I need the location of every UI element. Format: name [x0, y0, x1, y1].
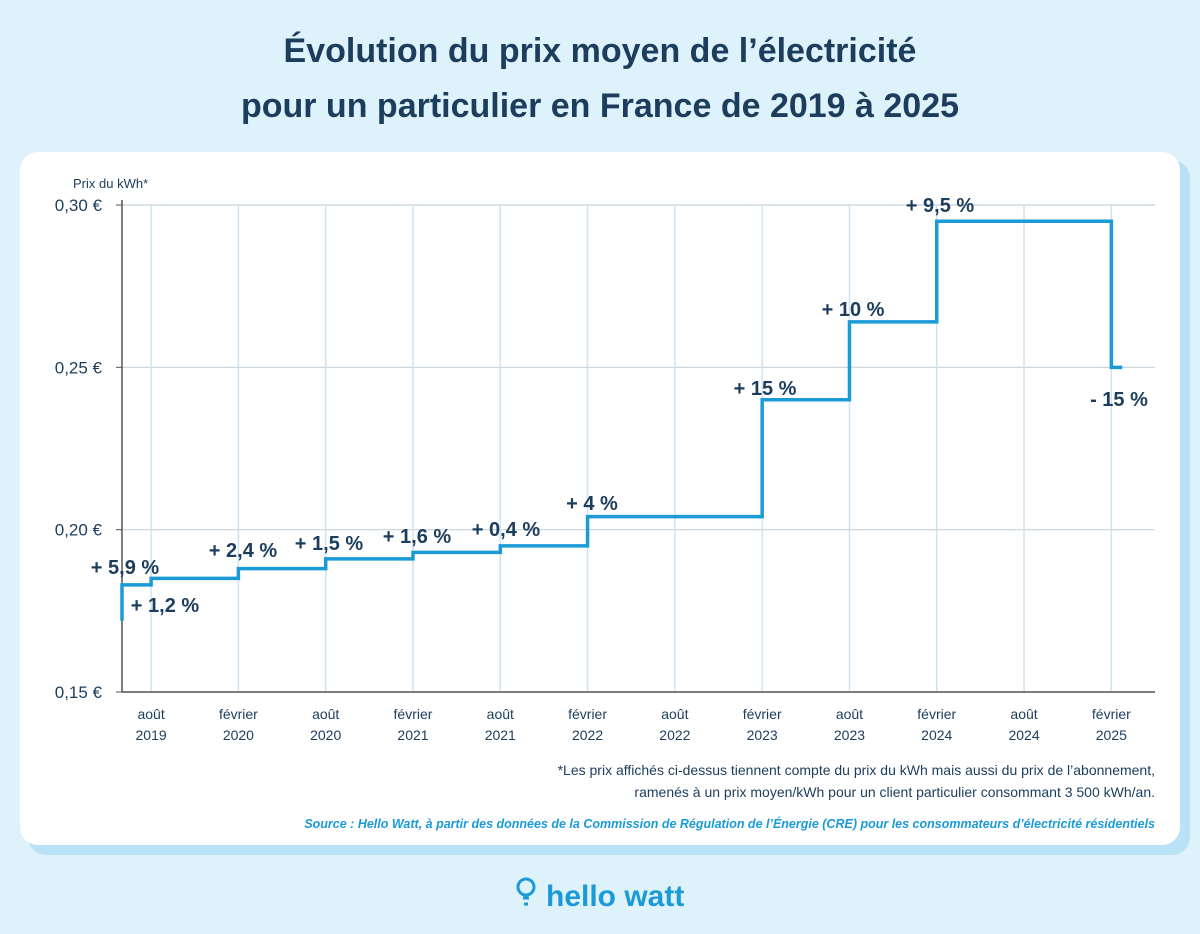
- logo-icon: [516, 877, 536, 906]
- y-tick-label: 0,15 €: [55, 683, 103, 702]
- x-tick-label: 2024: [921, 727, 952, 743]
- x-tick-label: février: [568, 706, 607, 722]
- annotation: + 0,4 %: [472, 519, 541, 541]
- x-tick-label: 2023: [834, 727, 865, 743]
- chart-title: Évolution du prix moyen de l’électricité: [284, 32, 917, 70]
- logo: hello watt: [546, 880, 684, 913]
- x-tick-label: 2022: [572, 727, 603, 743]
- x-tick-label: février: [219, 706, 258, 722]
- x-tick-label: février: [917, 706, 956, 722]
- x-tick-label: 2022: [659, 727, 690, 743]
- footnote: ramenés à un prix moyen/kWh pour un clie…: [634, 784, 1155, 800]
- x-tick-label: 2025: [1096, 727, 1127, 743]
- annotation: + 15 %: [734, 378, 797, 400]
- y-tick-label: 0,25 €: [55, 358, 103, 377]
- x-tick-label: 2021: [397, 727, 428, 743]
- x-tick-label: 2020: [223, 727, 254, 743]
- x-tick-label: août: [312, 706, 339, 722]
- annotation: + 5,9 %: [91, 557, 160, 579]
- card: [20, 152, 1180, 845]
- price-line: [120, 219, 1123, 621]
- x-tick-label: février: [394, 706, 433, 722]
- y-tick-label: 0,30 €: [55, 196, 103, 215]
- annotation: + 1,2 %: [131, 595, 200, 617]
- annotation: + 1,6 %: [383, 526, 452, 548]
- x-tick-label: 2024: [1008, 727, 1039, 743]
- x-tick-label: 2021: [485, 727, 516, 743]
- source: Source : Hello Watt, à partir des donnée…: [304, 816, 1155, 831]
- x-tick-label: août: [1010, 706, 1037, 722]
- annotation: - 15 %: [1090, 389, 1148, 411]
- annotation: + 1,5 %: [295, 533, 364, 555]
- x-tick-label: août: [137, 706, 164, 722]
- y-tick-label: 0,20 €: [55, 521, 103, 540]
- y-axis-label: Prix du kWh*: [73, 176, 148, 191]
- x-tick-label: février: [743, 706, 782, 722]
- x-tick-label: 2020: [310, 727, 341, 743]
- chart-title: pour un particulier en France de 2019 à …: [241, 87, 959, 125]
- annotation: + 10 %: [822, 299, 885, 321]
- footnote: *Les prix affichés ci-dessus tiennent co…: [558, 762, 1155, 778]
- x-tick-label: 2023: [747, 727, 778, 743]
- x-tick-label: 2019: [136, 727, 167, 743]
- x-tick-label: août: [836, 706, 863, 722]
- x-tick-label: août: [661, 706, 688, 722]
- x-tick-label: février: [1092, 706, 1131, 722]
- annotation: + 4 %: [566, 493, 618, 515]
- x-tick-label: août: [487, 706, 514, 722]
- annotation: + 2,4 %: [209, 540, 278, 562]
- annotation: + 9,5 %: [906, 195, 975, 217]
